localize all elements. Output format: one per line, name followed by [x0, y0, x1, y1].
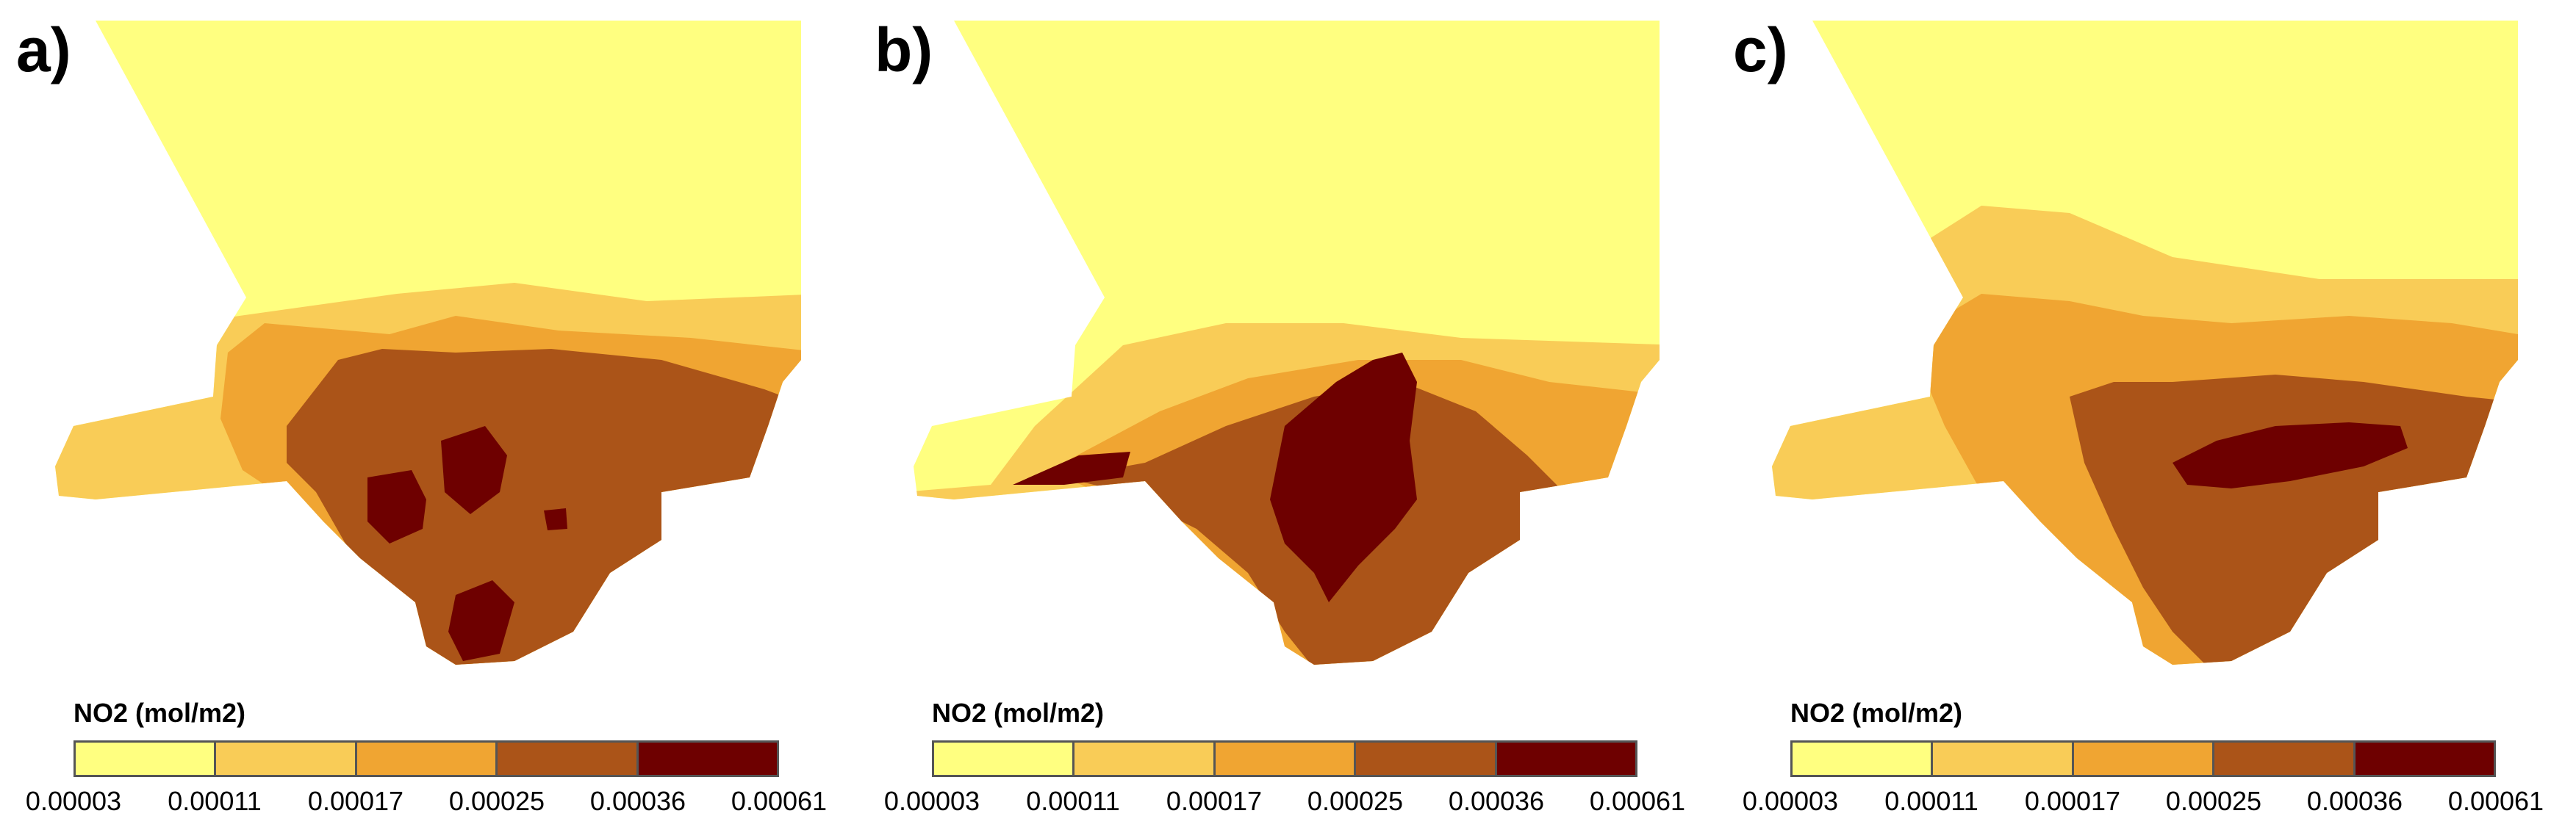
legend-tick: 0.00025	[1307, 786, 1404, 816]
class-5-patch	[448, 580, 514, 661]
legend-tick: 0.00003	[883, 786, 980, 816]
legend-tick: 0.00036	[589, 786, 686, 816]
legend-color-bar	[73, 740, 779, 777]
legend-color-bar	[1790, 740, 2496, 777]
panel-c: c) NO2 (mol/m2) 0.00003	[1717, 0, 2575, 830]
legend-swatch-4	[1356, 743, 1497, 775]
class-5-patch	[2173, 422, 2408, 488]
panel-a: a) NO2 (mol/m2)	[0, 0, 858, 830]
legend-tick: 0.00003	[1742, 786, 1839, 816]
panel-label: c)	[1733, 15, 1788, 84]
legend-swatch-1	[934, 743, 1075, 775]
legend-title: NO2 (mol/m2)	[932, 698, 1105, 728]
legend-tick: 0.00061	[2447, 786, 2544, 816]
panel-b: b) NO2 (mol/m2) 0.0	[858, 0, 1717, 830]
class-5-patch	[1013, 452, 1130, 485]
legend-swatch-4	[498, 743, 639, 775]
legend-tick: 0.00011	[1026, 786, 1120, 816]
legend-tick: 0.00017	[307, 786, 404, 816]
legend-swatch-2	[1074, 743, 1216, 775]
legend-swatch-2	[1933, 743, 2074, 775]
legend-tick: 0.00061	[731, 786, 828, 816]
legend-swatch-5	[2355, 743, 2494, 775]
legend-tick: 0.00036	[2306, 786, 2403, 816]
legend-tick: 0.00017	[1166, 786, 1263, 816]
no2-map	[914, 21, 1660, 665]
legend-title: NO2 (mol/m2)	[73, 698, 246, 728]
legend-ticks: 0.00003 0.00011 0.00017 0.00025 0.00036 …	[26, 786, 827, 823]
legend-tick: 0.00025	[2165, 786, 2262, 816]
class-5-patch	[544, 508, 567, 530]
panel-label: a)	[16, 15, 71, 84]
legend-ticks: 0.00003 0.00011 0.00017 0.00025 0.00036 …	[884, 786, 1685, 823]
legend-swatch-3	[2073, 743, 2215, 775]
legend-tick: 0.00036	[1448, 786, 1545, 816]
legend-swatch-3	[356, 743, 498, 775]
class-5-patch	[1270, 353, 1417, 602]
no2-map	[1772, 21, 2518, 665]
legend-swatch-3	[1215, 743, 1357, 775]
legend-swatch-5	[1496, 743, 1636, 775]
legend-tick: 0.00017	[2024, 786, 2121, 816]
legend-swatch-5	[638, 743, 778, 775]
legend-swatch-1	[76, 743, 217, 775]
panel-label: b)	[875, 15, 933, 84]
legend-tick: 0.00011	[1884, 786, 1978, 816]
legend-tick: 0.00061	[1589, 786, 1686, 816]
legend-color-bar	[932, 740, 1637, 777]
legend-tick: 0.00003	[25, 786, 122, 816]
class-5-patch	[441, 426, 507, 514]
legend-tick: 0.00011	[168, 786, 262, 816]
no2-map	[55, 21, 801, 665]
legend-swatch-1	[1793, 743, 1934, 775]
legend-swatch-4	[2214, 743, 2356, 775]
legend-swatch-2	[216, 743, 357, 775]
class-5-patch	[367, 470, 426, 544]
legend-ticks: 0.00003 0.00011 0.00017 0.00025 0.00036 …	[1743, 786, 2544, 823]
legend-tick: 0.00025	[448, 786, 545, 816]
legend-title: NO2 (mol/m2)	[1790, 698, 1963, 728]
